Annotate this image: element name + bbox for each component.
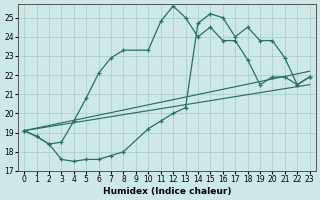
X-axis label: Humidex (Indice chaleur): Humidex (Indice chaleur) [103, 187, 231, 196]
